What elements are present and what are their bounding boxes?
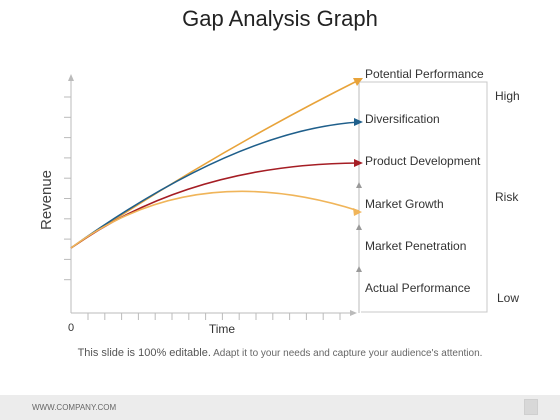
curve-diversification — [70, 121, 360, 249]
caption: This slide is 100% editable. Adapt it to… — [0, 347, 560, 359]
level-arrow-icon — [356, 224, 362, 230]
x-axis-ticks — [87, 313, 341, 320]
footer: WWW.COMPANY.COM — [0, 395, 560, 420]
level-arrow-icon — [356, 182, 362, 188]
level-arrow-icon — [356, 266, 362, 272]
curve-diversification-arrow — [354, 118, 363, 126]
x-axis-label: Time — [209, 322, 236, 336]
curve-product-development-arrow — [354, 159, 363, 167]
curve-market-growth — [70, 190, 360, 249]
footer-website: WWW.COMPANY.COM — [32, 403, 117, 412]
curve-product-development — [70, 162, 360, 249]
curve-potential-performance-arrow — [353, 78, 363, 86]
level-label-market-penetration: Market Penetration — [365, 239, 466, 253]
curve-market-growth-arrow — [353, 208, 362, 216]
level-label-product-development: Product Development — [365, 154, 481, 168]
origin-label: 0 — [68, 322, 74, 334]
caption-strong: This slide is 100% editable. — [77, 347, 211, 359]
level-label-actual-performance: Actual Performance — [365, 281, 471, 295]
page-title: Gap Analysis Graph — [182, 6, 378, 31]
y-axis-label: Revenue — [38, 170, 55, 230]
risk-bracket — [360, 81, 488, 313]
caption-rest: Adapt it to your needs and capture your … — [213, 348, 483, 359]
level-label-potential-performance: Potential Performance — [365, 67, 484, 81]
y-axis-arrow — [68, 74, 74, 81]
page-corner-icon — [524, 399, 538, 415]
level-arrows — [356, 182, 362, 272]
level-label-market-growth: Market Growth — [365, 197, 444, 211]
y-axis-ticks — [64, 96, 71, 281]
gap-analysis-diagram: Revenue Time 0 Potential Performance Div… — [38, 67, 520, 336]
risk-low-label: Low — [497, 291, 519, 305]
risk-mid-label: Risk — [495, 190, 519, 204]
level-label-diversification: Diversification — [365, 112, 440, 126]
x-axis-arrow — [350, 310, 357, 316]
risk-high-label: High — [495, 89, 520, 103]
